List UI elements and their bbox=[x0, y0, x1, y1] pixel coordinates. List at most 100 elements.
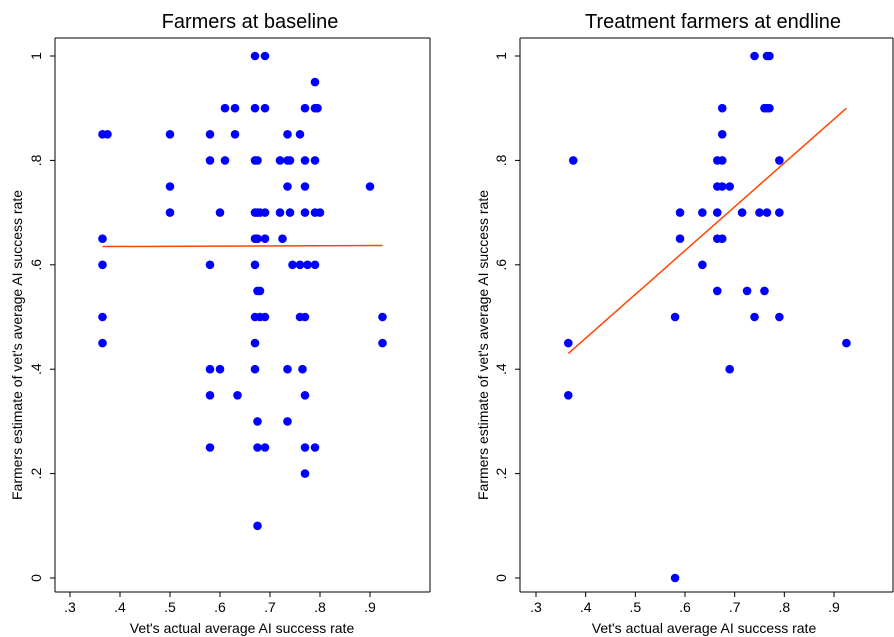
data-point bbox=[165, 208, 175, 217]
data-point bbox=[775, 208, 784, 217]
data-point bbox=[300, 443, 310, 452]
x-tick-label: .7 bbox=[264, 599, 276, 615]
y-tick-label: 1 bbox=[28, 52, 44, 60]
data-point bbox=[103, 130, 112, 139]
data-point bbox=[288, 260, 297, 270]
data-point bbox=[775, 312, 784, 322]
data-point bbox=[762, 208, 772, 217]
data-point bbox=[842, 338, 851, 348]
data-point bbox=[313, 103, 322, 113]
data-point bbox=[675, 208, 685, 217]
data-point bbox=[717, 156, 727, 165]
data-point bbox=[250, 103, 260, 113]
data-point bbox=[750, 312, 759, 322]
data-point bbox=[300, 156, 310, 165]
y-tick-label: .6 bbox=[28, 259, 44, 271]
data-point bbox=[742, 286, 752, 296]
data-point bbox=[283, 417, 292, 426]
data-point bbox=[755, 208, 764, 217]
data-point bbox=[378, 312, 387, 322]
chart-title-baseline: Farmers at baseline bbox=[162, 11, 339, 33]
data-point bbox=[260, 443, 270, 452]
data-point bbox=[205, 364, 215, 374]
data-point bbox=[283, 364, 292, 374]
data-point bbox=[205, 130, 215, 139]
data-point bbox=[165, 130, 175, 139]
data-point bbox=[750, 51, 759, 61]
data-point bbox=[760, 286, 769, 296]
y-tick-label: 0 bbox=[493, 574, 509, 582]
data-point bbox=[220, 103, 230, 113]
data-point bbox=[215, 364, 225, 374]
data-point bbox=[295, 260, 305, 270]
data-point bbox=[712, 208, 722, 217]
data-point bbox=[250, 51, 260, 61]
data-point bbox=[250, 338, 260, 348]
data-point bbox=[712, 286, 722, 296]
data-point bbox=[98, 312, 107, 322]
data-point bbox=[310, 77, 320, 87]
x-tick-label: .4 bbox=[114, 599, 126, 615]
y-tick-label: .2 bbox=[493, 468, 509, 480]
data-point bbox=[230, 103, 240, 113]
y-tick-label: .2 bbox=[28, 468, 44, 480]
y-tick-label: .4 bbox=[493, 363, 509, 375]
data-point bbox=[230, 130, 240, 139]
x-tick-label: .6 bbox=[214, 599, 226, 615]
data-point bbox=[285, 208, 295, 217]
plot-area-baseline: 0 .2 .4 .6 .8 1 .3 .4 .5 .6 .7 .8 .9 bbox=[28, 37, 431, 615]
data-point bbox=[283, 182, 292, 191]
data-point bbox=[253, 443, 262, 452]
data-point bbox=[563, 391, 573, 400]
data-point bbox=[285, 156, 295, 165]
data-point bbox=[295, 130, 305, 139]
data-point bbox=[98, 338, 107, 348]
data-point bbox=[675, 234, 685, 243]
data-point bbox=[253, 417, 262, 426]
data-point bbox=[250, 364, 260, 374]
data-point bbox=[310, 156, 320, 165]
data-point bbox=[300, 208, 310, 217]
x-tick-label: .3 bbox=[530, 599, 542, 615]
data-point bbox=[765, 51, 774, 61]
data-point bbox=[563, 338, 573, 348]
data-point bbox=[775, 156, 784, 165]
data-point bbox=[300, 469, 310, 478]
plot-area-endline: 0 .2 .4 .6 .8 1 .3 .4 .5 .6 .7 .8 .9 bbox=[493, 37, 894, 615]
data-point bbox=[717, 130, 727, 139]
y-tick-label: .4 bbox=[28, 363, 44, 375]
data-point bbox=[278, 234, 287, 243]
data-point bbox=[310, 443, 320, 452]
chart-title-endline: Treatment farmers at endline bbox=[585, 11, 841, 33]
data-point bbox=[250, 260, 260, 270]
data-point bbox=[298, 364, 307, 374]
y-tick-label: .8 bbox=[28, 154, 44, 166]
data-point bbox=[205, 156, 215, 165]
y-tick-label: .8 bbox=[493, 154, 509, 166]
data-point bbox=[670, 312, 680, 322]
y-axis-label-endline: Farmers estimate of vet's average AI suc… bbox=[475, 190, 491, 500]
data-point bbox=[275, 208, 285, 217]
data-point bbox=[698, 208, 707, 217]
x-tick-label: .9 bbox=[828, 599, 840, 615]
y-tick-label: 0 bbox=[28, 574, 44, 582]
data-point bbox=[725, 364, 734, 374]
x-tick-label: .8 bbox=[778, 599, 790, 615]
x-tick-label: .3 bbox=[64, 599, 76, 615]
data-point bbox=[310, 260, 320, 270]
y-axis-label-baseline: Farmers estimate of vet's average AI suc… bbox=[9, 190, 25, 500]
data-point bbox=[255, 286, 265, 296]
x-tick-label: .5 bbox=[629, 599, 641, 615]
x-axis-label-baseline: Vet's actual average AI success rate bbox=[130, 620, 355, 636]
fit-line bbox=[102, 244, 383, 248]
x-tick-label: .8 bbox=[314, 599, 326, 615]
data-point bbox=[300, 103, 310, 113]
data-point bbox=[205, 260, 215, 270]
x-tick-label: .6 bbox=[679, 599, 691, 615]
data-point bbox=[260, 51, 270, 61]
x-tick-label: .5 bbox=[164, 599, 176, 615]
data-point bbox=[303, 260, 312, 270]
data-point bbox=[365, 182, 375, 191]
data-point bbox=[765, 103, 774, 113]
